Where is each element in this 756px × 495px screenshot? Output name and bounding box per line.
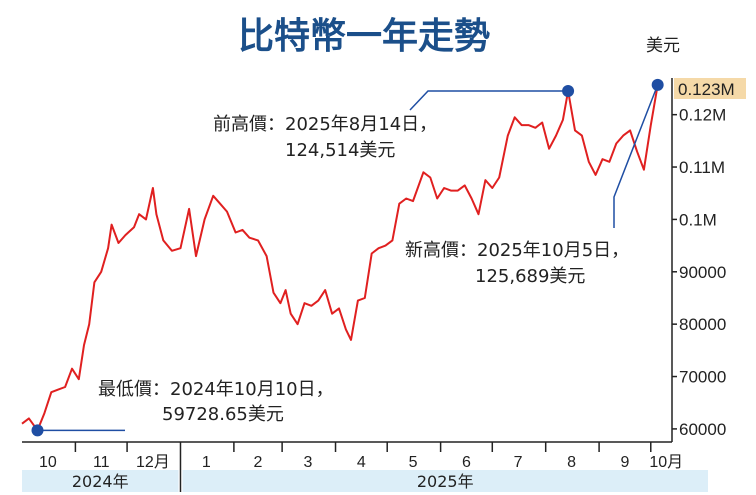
y-tick-label: 0.11M [679, 158, 725, 177]
x-tick-label: 4 [357, 454, 366, 471]
annotation-low-line1: 最低價：2024年10月10日， [98, 379, 334, 400]
x-tick-label: 11 [93, 454, 110, 471]
year-band [182, 470, 708, 492]
year-label: 2024年 [72, 472, 129, 491]
x-tick-label: 6 [462, 454, 471, 471]
previous-high-marker [562, 85, 575, 98]
y-tick-label: 0.1M [679, 210, 717, 229]
x-axis-ticks: 10 11 12月 1 2 3 4 5 6 7 8 9 10月 [39, 442, 683, 471]
y-tick-label: 60000 [679, 420, 726, 439]
y-tick-label: 0.12M [679, 106, 726, 125]
current-value-badge-bg [674, 78, 746, 99]
annotation-leader-line [409, 90, 569, 111]
annotation-leader-line [613, 84, 659, 228]
x-tick-label: 5 [409, 454, 418, 471]
x-tick-label: 9 [620, 454, 629, 471]
x-tick-label: 3 [304, 454, 313, 471]
current-value-label: 0.123M [678, 80, 735, 99]
annotation-new-high-line2: 125,689美元 [475, 266, 585, 287]
year-band [22, 470, 179, 492]
x-tick-label: 2 [254, 454, 263, 471]
x-tick-label: 10 [39, 454, 57, 471]
annotation-new-high-line1: 新高價：2025年10月5日， [405, 240, 629, 261]
y-tick-label: 80000 [679, 315, 726, 334]
x-tick-label: 12月 [136, 454, 170, 471]
x-tick-label: 10月 [649, 454, 683, 471]
x-tick-label: 7 [514, 454, 523, 471]
annotation-prev-high-line1: 前高價：2025年8月14日， [213, 114, 437, 135]
current-value-badge: 0.123M [674, 78, 746, 99]
new-high-marker [651, 78, 664, 91]
y-axis-unit-label: 美元 [646, 36, 680, 56]
year-bands: 2024年 2025年 [22, 442, 708, 492]
x-tick-label: 8 [567, 454, 576, 471]
price-series [21, 84, 659, 432]
chart-title: 比特幣一年走勢 [238, 16, 490, 57]
price-line [21, 84, 659, 432]
year-label: 2025年 [417, 472, 474, 491]
x-tick-label: 1 [202, 454, 211, 471]
y-tick-label: 70000 [679, 368, 726, 387]
annotation-prev-high-line2: 124,514美元 [285, 140, 395, 161]
annotation-low-line2: 59728.65美元 [162, 404, 284, 425]
low-point-marker [31, 424, 44, 437]
y-tick-label: 90000 [679, 263, 726, 282]
y-axis-ticks: 60000 70000 80000 90000 0.1M 0.11M 0.12M [672, 106, 726, 439]
annotations: 最低價：2024年10月10日， 59728.65美元 前高價：2025年8月14日… [31, 78, 664, 437]
